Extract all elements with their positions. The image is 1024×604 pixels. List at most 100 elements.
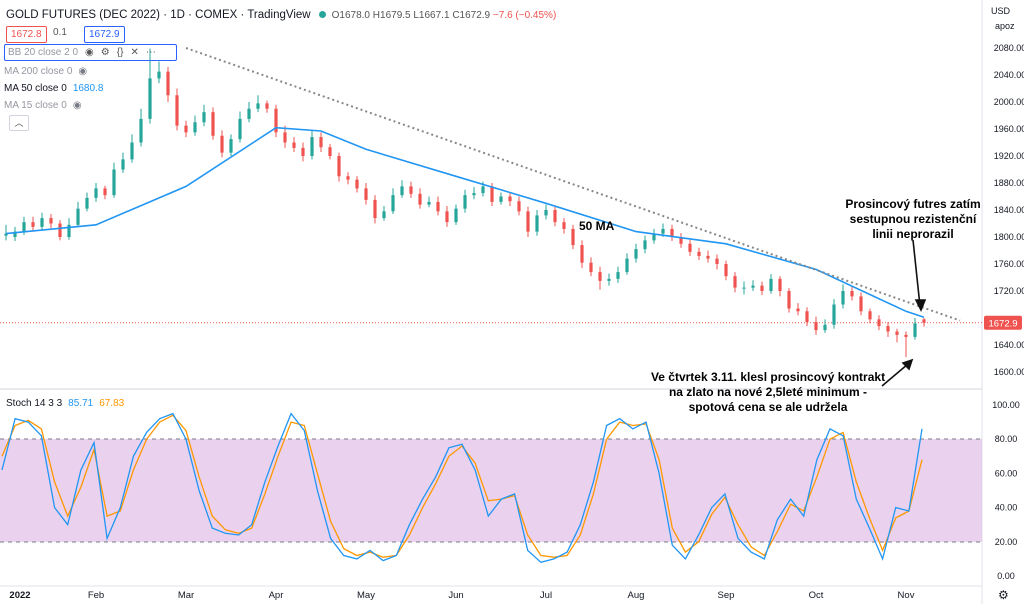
resistance-note: Prosincový futres zatím sestupnou rezist… [845, 197, 981, 241]
candle-body [643, 240, 647, 250]
candle-body [913, 323, 917, 337]
indicator-ma50-row[interactable]: MA 50 close 0 1680.8 [4, 83, 104, 94]
stoch-band [0, 439, 982, 542]
candle-body [886, 326, 890, 332]
candle-body [31, 222, 35, 227]
currency-selector[interactable]: USD [991, 6, 1011, 16]
candle-body [535, 215, 539, 232]
indicator-ma200-row[interactable]: MA 200 close 0 ◉ [4, 66, 88, 77]
candle-body [355, 179, 359, 189]
price-axis[interactable]: 1600.00 1640.00 1720.00 1760.00 1800.00 1840.… [994, 43, 1024, 377]
candle-body [256, 103, 260, 109]
candle-body [49, 218, 53, 224]
eye-icon[interactable]: ◉ [78, 66, 88, 77]
candle-body [436, 201, 440, 212]
candle-body [796, 308, 800, 312]
candle-body [364, 188, 368, 200]
candlestick-series [4, 48, 926, 358]
candle-body [868, 311, 872, 320]
ma50-line [5, 126, 925, 319]
candle-body [202, 112, 206, 123]
candle-body [265, 103, 269, 109]
candle-body [580, 245, 584, 263]
candle-body [292, 142, 296, 148]
source-code-icon[interactable]: {} [116, 47, 124, 58]
stoch-legend[interactable]: Stoch 14 3 3 85.71 67.83 [6, 398, 124, 409]
sell-price-box[interactable]: 1672.8 [6, 26, 47, 43]
spread-value: 0.1 [53, 27, 67, 38]
time-tick-label: Oct [809, 590, 824, 601]
gear-icon[interactable]: ⚙ [998, 588, 1009, 602]
price-tick-label: 1920.00 [994, 151, 1024, 161]
candle-body [679, 237, 683, 244]
candle-body [706, 255, 710, 259]
candle-body [895, 331, 899, 335]
ma50-value: 1680.8 [72, 83, 104, 94]
candle-body [787, 291, 791, 309]
stoch-k-path [1, 412, 923, 564]
candle-body [184, 125, 188, 133]
price-tick-label: 1760.00 [994, 259, 1024, 269]
buy-price-box[interactable]: 1672.9 [84, 26, 125, 43]
indicator-bb-row[interactable]: BB 20 close 2 0 ◉ ⚙ {} ✕ ⋯ [4, 44, 177, 61]
chevron-up-icon[interactable]: ︿ [9, 115, 29, 131]
low-arrow [881, 358, 914, 387]
more-icon[interactable]: ⋯ [145, 47, 156, 58]
low-value: L1667.1 [413, 10, 450, 21]
candle-body [301, 147, 305, 156]
price-scale-mode[interactable]: apoz [995, 21, 1015, 31]
stoch-axis[interactable]: 0.00 20.00 40.00 60.00 80.00 100.00 [992, 400, 1020, 581]
candle-body [823, 324, 827, 331]
candle-body [121, 159, 125, 170]
candle-body [634, 249, 638, 259]
candle-body [715, 258, 719, 264]
chart-header: GOLD FUTURES (DEC 2022) · 1D · COMEX · T… [6, 9, 556, 21]
symbol-title[interactable]: GOLD FUTURES (DEC 2022) · 1D · COMEX · T… [6, 9, 311, 21]
candle-body [67, 224, 71, 237]
price-tick-label: 1600.00 [994, 367, 1024, 377]
candle-body [904, 334, 908, 337]
time-tick-label: Nov [898, 590, 915, 601]
candle-body [373, 199, 377, 219]
stoch-tick-label: 100.00 [992, 400, 1020, 410]
candle-body [175, 95, 179, 126]
candle-body [841, 291, 845, 305]
candle-body [139, 118, 143, 143]
candle-body [328, 147, 332, 156]
market-status-icon [318, 11, 326, 19]
indicator-ma15-row[interactable]: MA 15 close 0 ◉ [4, 100, 82, 111]
price-tick-label: 1720.00 [994, 286, 1024, 296]
candle-body [508, 196, 512, 202]
resistance-arrow [912, 239, 927, 312]
price-tick-label: 1640.00 [994, 340, 1024, 350]
time-tick-label: Aug [628, 590, 645, 601]
eye-icon[interactable]: ◉ [72, 100, 82, 111]
resistance-trendline[interactable] [185, 47, 961, 322]
candle-body [148, 78, 152, 119]
candle-body [409, 186, 413, 194]
candle-body [724, 264, 728, 277]
candle-body [607, 278, 611, 281]
price-tick-label: 1960.00 [994, 124, 1024, 134]
time-axis[interactable]: 2022 Feb Mar Apr May Jun Jul Aug Sep Oct Nov [9, 590, 914, 601]
candle-body [877, 319, 881, 327]
stoch-tick-label: 40.00 [995, 503, 1018, 513]
candle-body [922, 319, 926, 323]
candle-body [427, 201, 431, 205]
stoch-k-value: 85.71 [68, 398, 94, 409]
price-tick-label: 1800.00 [994, 232, 1024, 242]
candle-body [571, 228, 575, 246]
candle-body [670, 228, 674, 237]
candle-body [733, 276, 737, 288]
ma-annotation: 50 MA [579, 219, 615, 233]
candle-body [94, 188, 98, 198]
close-icon[interactable]: ✕ [130, 47, 139, 58]
eye-icon[interactable]: ◉ [85, 47, 94, 58]
gear-icon[interactable]: ⚙ [100, 47, 110, 58]
candle-body [310, 137, 314, 156]
candle-body [22, 222, 26, 232]
candle-body [229, 139, 233, 153]
candle-body [454, 208, 458, 223]
last-price-label: 1672.9 [984, 315, 1022, 330]
